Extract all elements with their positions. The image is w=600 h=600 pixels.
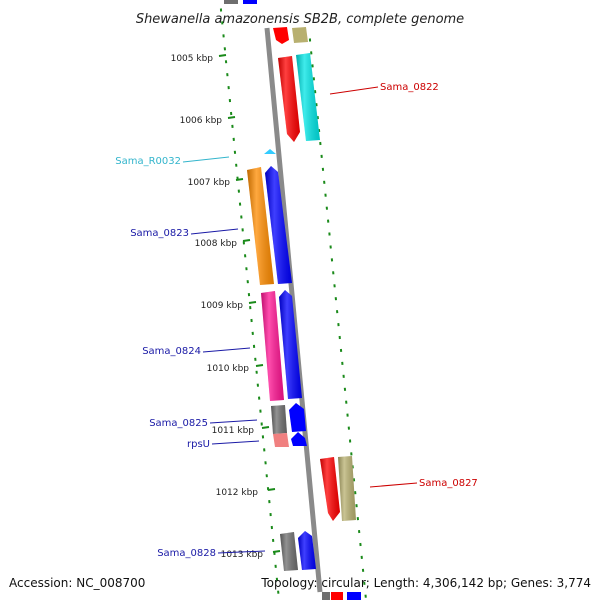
leader-line <box>329 86 379 95</box>
gene-label-sama-r0032[interactable]: Sama_R0032 <box>115 156 181 167</box>
scale-label-1013: 1013 kbp <box>221 550 264 560</box>
scale-tick <box>272 550 281 553</box>
leader-line <box>369 482 418 488</box>
scale-tick <box>267 488 276 491</box>
scale-label-1011: 1011 kbp <box>212 426 255 436</box>
genome-summary-text: Topology: circular; Length: 4,306,142 bp… <box>260 576 591 590</box>
feature-sama-r0032[interactable] <box>264 149 276 154</box>
scale-tick <box>242 239 251 242</box>
feature-blue-small[interactable] <box>289 403 306 432</box>
scale-tick <box>248 301 257 304</box>
feature-orange-shade <box>247 167 274 285</box>
features-reverse-strand <box>247 149 316 571</box>
feature-red-bottom[interactable] <box>331 592 343 600</box>
feature-red-top[interactable] <box>273 27 289 44</box>
feature-khaki-shade <box>338 456 356 521</box>
feature-sama-0824-blue-shade <box>279 290 302 399</box>
feature-sama-0825-gray-shade <box>271 405 287 434</box>
gene-label-sama-0825[interactable]: Sama_0825 <box>149 418 208 429</box>
scale-tick <box>227 116 236 119</box>
scale-label-1006: 1006 kbp <box>180 116 223 126</box>
scale-tick <box>261 426 270 429</box>
gene-label-sama-0824[interactable]: Sama_0824 <box>142 346 201 357</box>
feature-cyan-shade <box>296 53 320 141</box>
gene-label-rpsu[interactable]: rpsU <box>187 439 210 450</box>
leader-line <box>182 156 230 163</box>
map-title: Shewanella amazonensis SB2B, complete ge… <box>136 12 464 27</box>
leader-line <box>202 347 251 353</box>
scale-label-1008: 1008 kbp <box>195 239 238 249</box>
feature-rpsu-salmon[interactable] <box>273 433 289 447</box>
gene-label-sama-0827[interactable]: Sama_0827 <box>419 478 478 489</box>
feature-sama-0823-blue-shade <box>265 166 292 284</box>
features-forward-strand <box>224 0 361 600</box>
leader-line <box>190 228 239 235</box>
gene-labels: Sama_0822 Sama_R0032 Sama_0823 Sama_0824… <box>115 82 478 559</box>
feature-blue-top[interactable] <box>243 0 257 4</box>
scale-tick <box>235 178 244 181</box>
scale-labels: 1005 kbp 1006 kbp 1007 kbp 1008 kbp 1009… <box>171 54 281 560</box>
scale-label-1007: 1007 kbp <box>188 178 231 188</box>
scale-label-1012: 1012 kbp <box>216 488 259 498</box>
feature-pink-shade <box>261 291 284 401</box>
scale-label-1005: 1005 kbp <box>171 54 214 64</box>
leader-line <box>209 419 258 424</box>
scale-label-1009: 1009 kbp <box>201 301 244 311</box>
feature-sama-0828-gray-shade <box>280 532 298 571</box>
gene-label-sama-0822[interactable]: Sama_0822 <box>380 82 439 93</box>
leader-line <box>211 440 260 445</box>
accession-text: Accession: NC_008700 <box>9 576 145 590</box>
feature-sama-0828-blue-shade <box>298 531 316 570</box>
scale-tick <box>218 54 227 57</box>
feature-sama-0822-red-shade <box>278 56 300 142</box>
feature-blue-rpsu[interactable] <box>291 432 307 446</box>
genome-backbone <box>264 27 323 593</box>
leader-line <box>217 550 266 554</box>
scale-tick <box>255 364 264 367</box>
feature-gray-top[interactable] <box>224 0 238 4</box>
gene-label-sama-0823[interactable]: Sama_0823 <box>130 228 189 239</box>
scale-label-1010: 1010 kbp <box>207 364 250 374</box>
feature-blue-bottom[interactable] <box>347 592 361 600</box>
feature-sama-0827-red-shade <box>320 457 340 521</box>
feature-khaki-top[interactable] <box>292 27 308 43</box>
gene-label-sama-0828[interactable]: Sama_0828 <box>157 548 216 559</box>
feature-gray-bottom[interactable] <box>322 592 330 600</box>
